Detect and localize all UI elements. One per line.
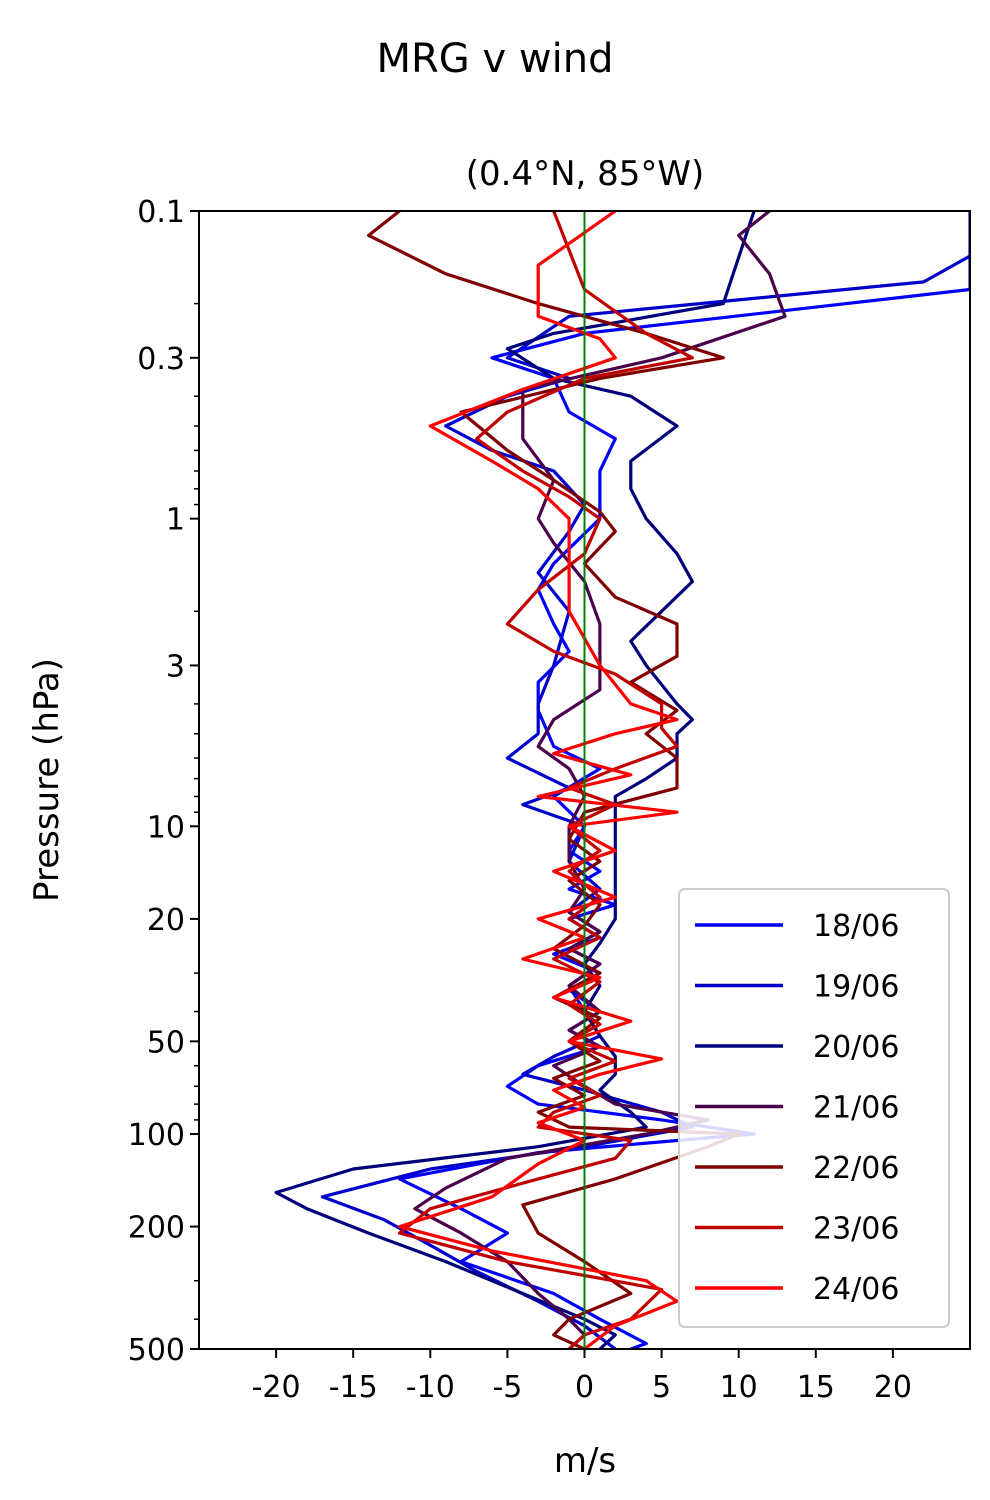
- series-line-20-06: [274, 211, 756, 1349]
- series-line-22-06: [367, 211, 741, 1349]
- legend-label: 18/06: [813, 909, 899, 944]
- series-line-23-06: [397, 211, 694, 1349]
- legend-label: 21/06: [813, 1091, 899, 1126]
- y-tick-label: 1: [166, 503, 185, 538]
- legend-label: 23/06: [813, 1212, 899, 1247]
- y-axis: 0.1 0.3 1 3 10 20 50 100 200 500: [128, 195, 199, 1368]
- plot-area: 0.1 0.3 1 3 10 20 50 100 200 500 -20 -15 -10 -5 0 5 10 1…: [128, 195, 971, 1405]
- legend-label: 24/06: [813, 1272, 899, 1307]
- x-tick-label: -10: [406, 1370, 455, 1405]
- x-tick-label: 15: [797, 1370, 835, 1405]
- y-tick-label: 20: [147, 903, 185, 938]
- legend-box: [678, 888, 950, 1328]
- y-tick-label: 200: [128, 1211, 185, 1246]
- x-tick-label: 10: [720, 1370, 758, 1405]
- x-axis-title: m/s: [554, 1441, 616, 1481]
- x-tick-label: 5: [652, 1370, 671, 1405]
- y-tick-label: 10: [147, 810, 185, 845]
- legend-label: 19/06: [813, 970, 899, 1005]
- y-tick-label: 50: [147, 1025, 185, 1060]
- y-tick-label: 100: [128, 1118, 185, 1153]
- x-tick-label: 20: [874, 1370, 912, 1405]
- y-tick-label: 0.1: [137, 195, 185, 230]
- y-tick-label: 3: [166, 649, 185, 684]
- legend-label: 20/06: [813, 1030, 899, 1065]
- x-tick-label: -15: [329, 1370, 378, 1405]
- series-layer: [274, 211, 970, 1349]
- x-tick-label: 0: [575, 1370, 594, 1405]
- chart-title: MRG v wind: [377, 36, 614, 82]
- legend-label: 22/06: [813, 1151, 899, 1186]
- x-axis: -20 -15 -10 -5 0 5 10 15 20: [252, 1349, 912, 1405]
- series-line-18-06: [397, 211, 970, 1349]
- x-tick-label: -20: [252, 1370, 301, 1405]
- legend: 18/06 19/06 20/06 21/06 22/06 23/06 24/06: [678, 888, 950, 1328]
- y-tick-label: 500: [128, 1333, 185, 1368]
- x-tick-label: -5: [492, 1370, 522, 1405]
- y-tick-label: 0.3: [137, 342, 185, 377]
- chart-subtitle: (0.4°N, 85°W): [466, 154, 705, 194]
- y-axis-title: Pressure (hPa): [27, 658, 67, 902]
